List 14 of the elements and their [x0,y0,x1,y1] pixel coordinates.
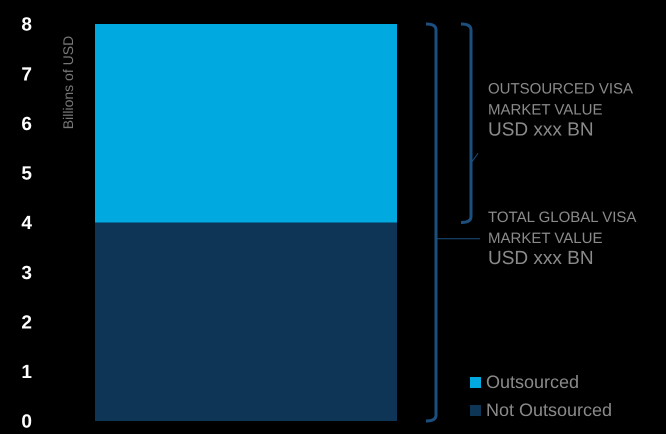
text: OUTSOURCED VISA MARKET VALUE USD xxx BN [488,80,634,140]
y-tick-label: 0 [21,412,32,433]
y-tick-label: 2 [21,312,32,334]
legend-label: Not Outsourced [486,400,612,420]
y-tick-label: 5 [21,164,32,185]
y-tick-label: 8 [21,14,32,36]
y-tick-label: 7 [21,64,32,86]
y-axis-title: Billions of USD [60,36,76,130]
y-tick-label: 4 [21,213,32,234]
y-tick-label: 6 [21,114,32,135]
legend-label: Outsourced [486,372,580,392]
y-tick-label: 3 [21,262,32,284]
text: TOTAL GLOBAL VISA MARKET VALUE USD xxx BN [488,208,636,269]
y-tick-label: 1 [21,362,32,384]
